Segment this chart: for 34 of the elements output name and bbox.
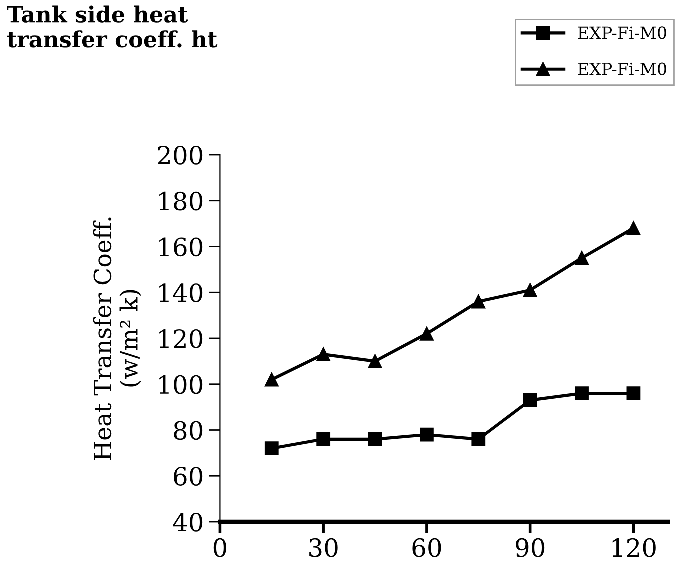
y-tick-label: 40 [173, 512, 203, 532]
point [420, 326, 434, 341]
legend-label: EXP-Fi-M0 [578, 62, 666, 76]
y-tick-label: 120 [160, 329, 203, 348]
x-tick-label: 0 [214, 538, 226, 558]
x-tick-label: 60 [412, 538, 442, 558]
point [368, 432, 382, 446]
y-tick-label: 200 [158, 146, 203, 165]
point [626, 386, 641, 400]
y-tick-label: 180 [160, 192, 203, 211]
point [523, 393, 538, 408]
point [575, 386, 589, 400]
point [264, 372, 279, 387]
x-tick-label: 30 [310, 538, 338, 558]
point [316, 348, 331, 362]
y-axis-title: Heat Transfer Coeff. (w/m² k) [93, 218, 142, 460]
chart-title: Tank side heat transfer coeff. ht [7, 6, 218, 48]
point [523, 283, 538, 298]
point [575, 251, 589, 266]
point [472, 432, 486, 446]
point [626, 221, 641, 236]
y-tick-label: 100 [160, 375, 203, 394]
y-tick-label: 140 [160, 284, 203, 302]
point [316, 432, 331, 446]
x-tick-label: 120 [612, 538, 656, 558]
point [472, 294, 486, 309]
legend-label: EXP-Fi-M0 [578, 26, 666, 40]
point [264, 442, 279, 456]
y-tick-label: 160 [160, 238, 203, 257]
point [368, 354, 382, 368]
point [420, 428, 434, 442]
x-tick-label: 90 [516, 538, 545, 558]
y-tick-label: 80 [174, 421, 203, 440]
y-tick-label: 60 [174, 467, 203, 486]
